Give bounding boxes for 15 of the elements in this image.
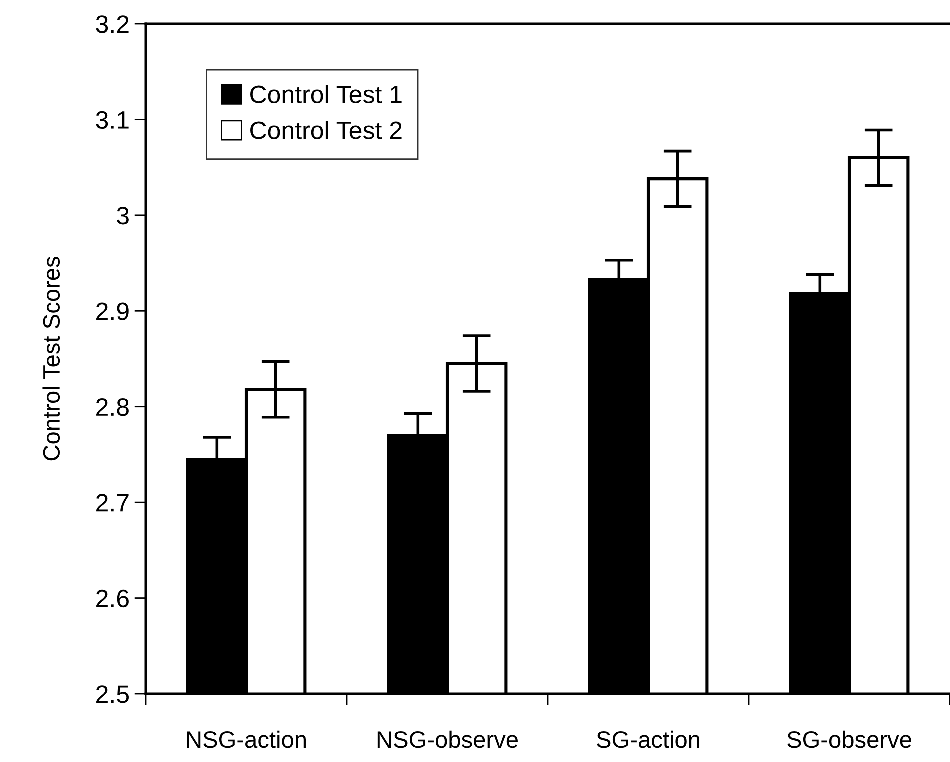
x-tick-label: NSG-action bbox=[187, 730, 306, 748]
y-tick-label: 2.6 bbox=[96, 590, 129, 608]
legend-label: Control Test 1 bbox=[250, 85, 402, 104]
y-tick-label: 2.7 bbox=[96, 494, 129, 512]
y-axis-title: Control Test Scores bbox=[42, 257, 60, 461]
y-tick-label: 3.1 bbox=[96, 111, 129, 130]
y-tick-label: 3.2 bbox=[96, 16, 129, 34]
x-tick-label: SG-observe bbox=[788, 730, 912, 748]
y-tick-label: 2.8 bbox=[96, 398, 129, 416]
y-tick-label: 2.9 bbox=[96, 302, 129, 320]
x-tick-label: SG-action bbox=[597, 730, 700, 748]
y-tick-label: 3 bbox=[117, 207, 129, 225]
x-tick-label: NSG-observe bbox=[378, 730, 518, 748]
y-tick-label: 2.5 bbox=[96, 686, 129, 704]
legend-label: Control Test 2 bbox=[250, 121, 402, 140]
